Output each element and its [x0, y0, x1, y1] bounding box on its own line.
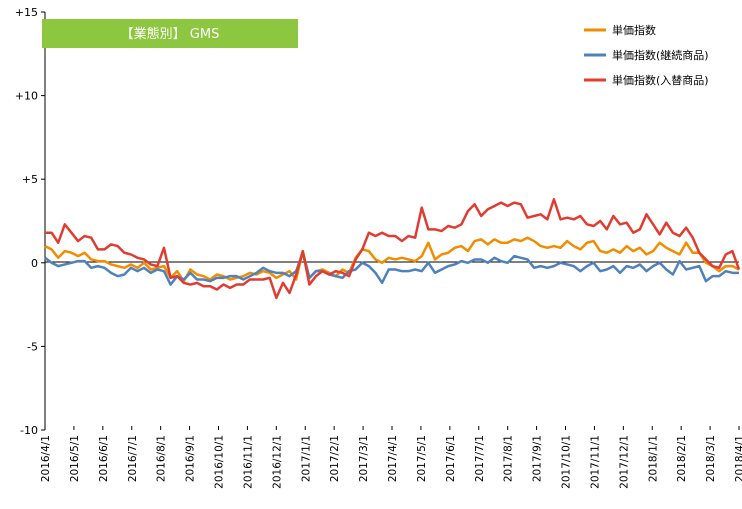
- chart-title-box: 【業態別】 GMS: [42, 19, 298, 48]
- series-line-1: [44, 251, 739, 286]
- y-tick-label: +5: [22, 173, 38, 186]
- legend-label: 単価指数: [612, 23, 656, 37]
- x-tick-label: 2018/1/1: [647, 435, 659, 482]
- x-tick-label: 2017/2/1: [329, 435, 341, 482]
- x-tick-label: 2017/8/1: [503, 435, 515, 482]
- x-tick-label: 2016/12/1: [271, 435, 283, 489]
- y-tick-label: -10: [20, 424, 38, 437]
- y-tick-label: 0: [31, 257, 38, 270]
- x-tick-label: 2017/12/1: [618, 435, 630, 489]
- x-tick-label: 2018/2/1: [676, 435, 688, 482]
- series-line-0: [44, 236, 740, 283]
- series-group: [44, 198, 741, 300]
- y-tick-group: +15 +10 +5 0 -5 -10: [15, 6, 45, 437]
- legend-label: 単価指数(入替商品): [612, 73, 709, 87]
- x-tick-label: 2017/11/1: [589, 435, 601, 489]
- y-tick-label: +10: [15, 90, 38, 103]
- x-tick-label: 2016/4/1: [40, 435, 52, 482]
- x-tick-label: 2016/9/1: [185, 435, 197, 482]
- y-tick-label: -5: [27, 340, 38, 353]
- axes: [44, 12, 739, 430]
- x-tick-label: 2016/10/1: [214, 435, 226, 489]
- x-tick-label: 2016/11/1: [242, 435, 254, 489]
- x-tick-label: 2017/10/1: [561, 435, 573, 489]
- x-tick-label: 2017/3/1: [358, 435, 370, 482]
- legend-label: 単価指数(継続商品): [612, 48, 709, 62]
- x-tick-label: 2016/8/1: [156, 435, 168, 482]
- x-tick-label: 2017/6/1: [445, 435, 457, 482]
- x-tick-label: 2018/4/1: [734, 435, 742, 482]
- legend-item-unit-price-index: 単価指数: [584, 23, 656, 37]
- x-tick-label: 2017/9/1: [532, 435, 544, 482]
- x-tick-label: 2017/7/1: [474, 435, 486, 482]
- x-tick-label: 2017/1/1: [300, 435, 312, 482]
- title-background: [42, 19, 298, 48]
- series-line-2: [45, 198, 741, 300]
- legend-item-continuing-items: 単価指数(継続商品): [584, 48, 709, 62]
- x-tick-group: 2016/4/1 2016/5/1 2016/6/1 2016/7/1 2016/8/1…: [40, 426, 742, 489]
- x-tick-label: 2018/3/1: [705, 435, 717, 482]
- x-tick-label: 2017/4/1: [387, 435, 399, 482]
- x-tick-label: 2016/5/1: [69, 435, 81, 482]
- legend-item-replacement-items: 単価指数(入替商品): [584, 73, 709, 87]
- y-tick-label: +15: [15, 6, 38, 19]
- legend: 単価指数 単価指数(継続商品) 単価指数(入替商品): [584, 23, 709, 87]
- chart-title: 【業態別】 GMS: [121, 26, 220, 42]
- x-tick-label: 2016/6/1: [98, 435, 110, 482]
- x-tick-label: 2016/7/1: [127, 435, 139, 482]
- x-tick-label: 2017/5/1: [416, 435, 428, 482]
